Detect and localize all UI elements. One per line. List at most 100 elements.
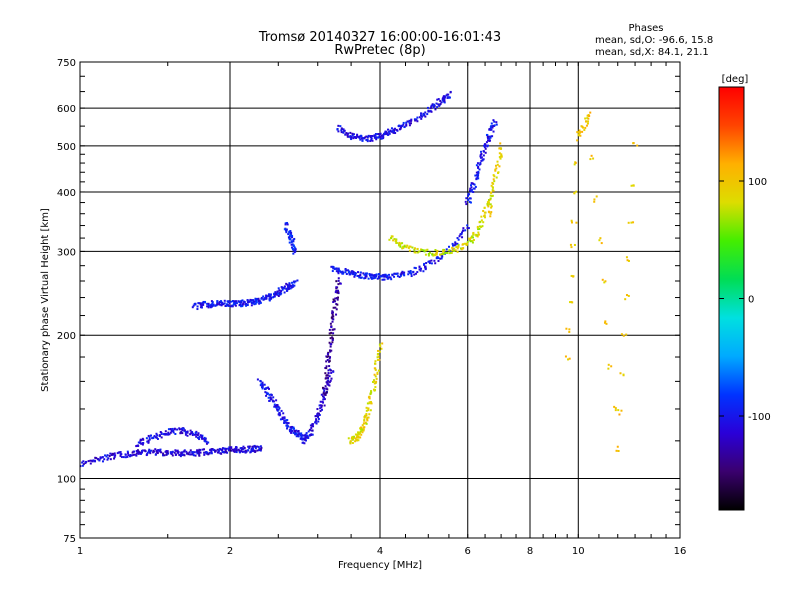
data-point [564,355,567,358]
data-point [263,388,266,391]
data-point [359,138,362,141]
data-point [490,122,493,125]
data-point [329,356,332,359]
data-point [114,454,117,457]
data-point [258,447,261,450]
data-point [424,265,427,268]
data-point [327,383,330,386]
data-point [290,240,293,243]
data-point [406,244,409,247]
data-point [620,333,623,336]
data-point [197,449,200,452]
data-point [129,455,132,458]
data-point [454,242,457,245]
data-point [240,305,243,308]
data-point [162,433,165,436]
data-point [189,453,192,456]
data-point [329,350,332,353]
data-point [81,464,84,467]
data-point [365,272,368,275]
data-point [308,428,311,431]
data-point [426,248,429,251]
data-point [388,238,391,241]
data-point [328,384,331,387]
data-point [356,133,359,136]
data-point [269,396,272,399]
data-point [486,203,489,206]
data-point [234,301,237,304]
data-point [105,455,108,458]
data-point [373,380,376,383]
data-point [290,246,293,249]
data-point [477,228,480,231]
data-point [216,300,219,303]
data-point [332,298,335,301]
data-point [416,271,419,274]
data-point [154,453,157,456]
data-point [567,358,570,361]
data-point [305,439,308,442]
data-point [420,112,423,115]
data-point [474,185,477,188]
data-point [363,273,366,276]
data-point [322,398,325,401]
data-point [345,132,348,135]
data-point [220,452,223,455]
data-point [410,119,413,122]
data-point [443,99,446,102]
data-point [358,276,361,279]
y-tick-label: 75 [63,534,76,545]
data-point [568,328,571,331]
data-point [234,448,237,451]
data-point [336,291,339,294]
data-point [573,192,576,195]
data-point [224,305,227,308]
data-point [234,302,237,305]
data-point [447,96,450,99]
data-point [272,400,275,403]
data-point [169,431,172,434]
data-point [366,419,369,422]
data-point [365,275,368,278]
data-point [453,249,456,252]
data-point [283,417,286,420]
data-point [332,332,335,335]
data-point [323,389,326,392]
data-point [440,254,443,257]
data-point [441,253,444,256]
data-point [289,428,292,431]
data-point [342,272,345,275]
data-point [359,428,362,431]
data-point [337,277,340,280]
data-point [613,405,616,408]
data-point [367,416,370,419]
data-point [198,448,201,451]
data-point [329,337,332,340]
data-point [475,171,478,174]
data-point [398,124,401,127]
data-point [480,159,483,162]
data-point [241,450,244,453]
data-point [403,245,406,248]
data-point [367,409,370,412]
data-point [245,304,248,307]
data-point [250,299,253,302]
data-point [487,139,490,142]
data-point [212,304,215,307]
data-point [153,435,156,438]
data-point [471,182,474,185]
data-point [87,460,90,463]
data-point [393,127,396,130]
data-point [222,450,225,453]
data-point [330,349,333,352]
data-point [408,249,411,252]
colorbar-unit-label: [deg] [722,74,749,85]
data-point [284,228,287,231]
data-point [491,194,494,197]
data-point [274,293,277,296]
data-point [337,292,340,295]
data-point [101,456,104,459]
data-point [434,252,437,255]
data-point [294,248,297,251]
data-point [168,433,171,436]
